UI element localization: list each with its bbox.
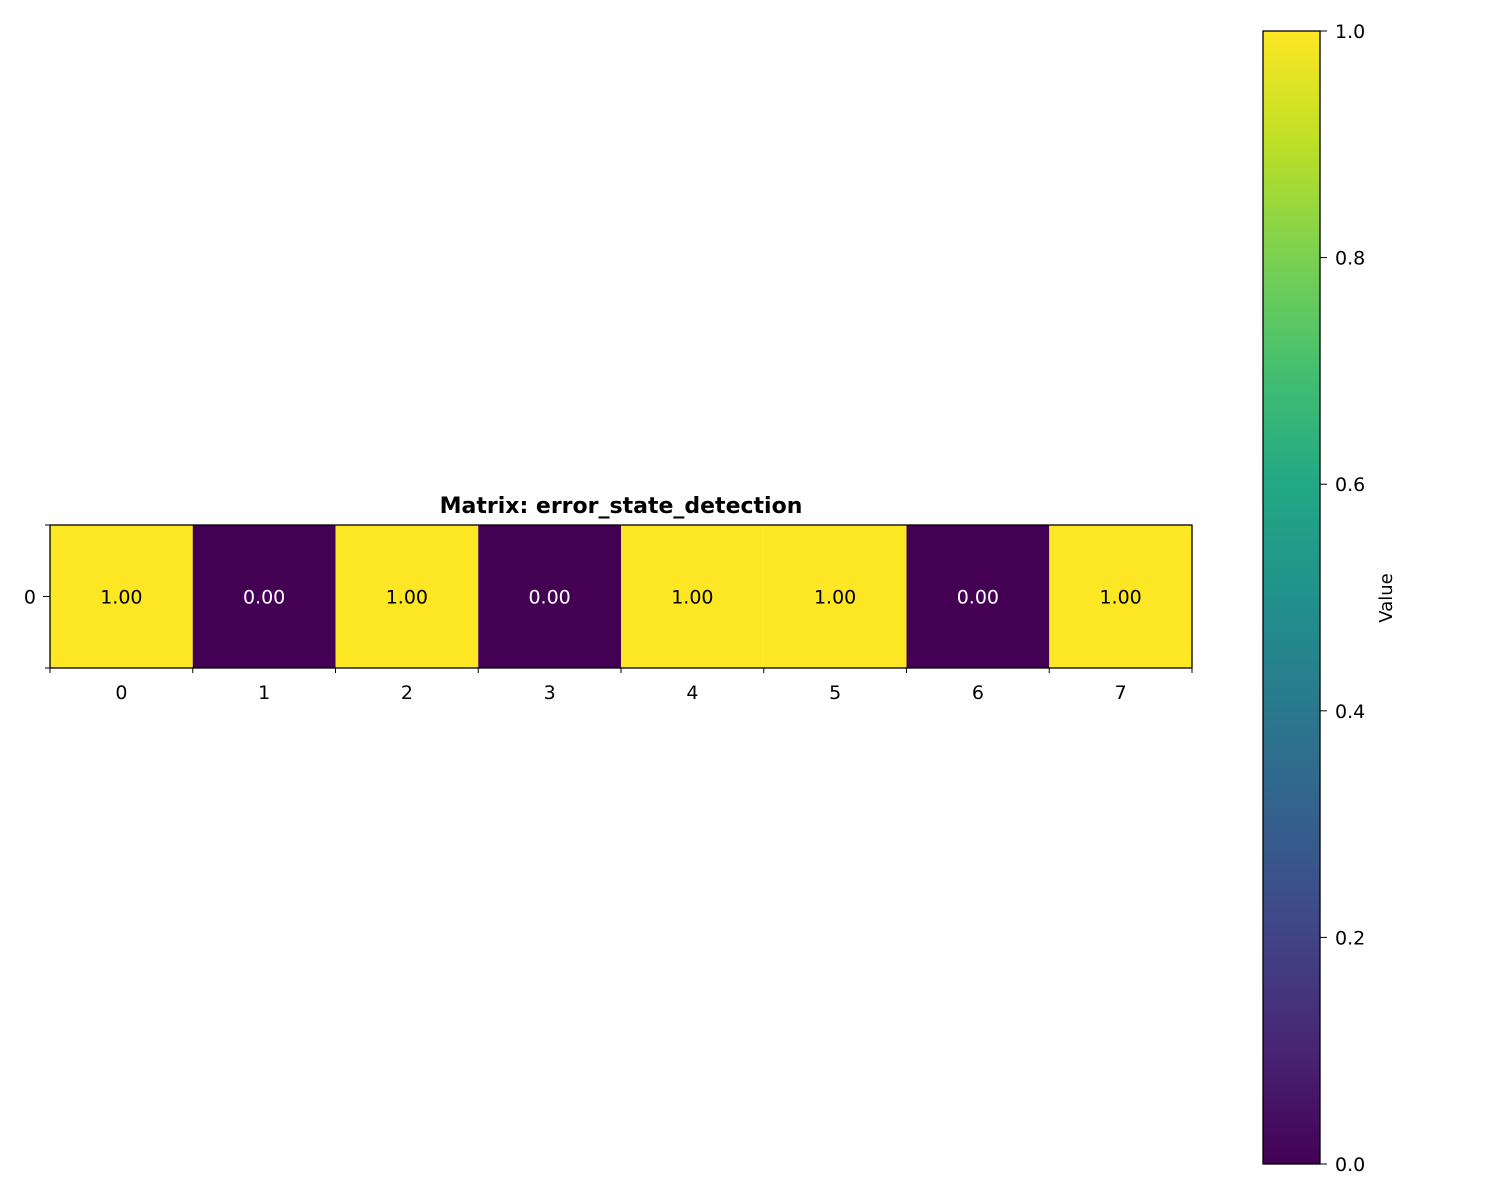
heatmap-cell-labels: 1.00 0.00 1.00 0.00 1.00 1.00 0.00 1.00: [100, 587, 1142, 609]
x-tick-label: 3: [544, 682, 556, 704]
colorbar-tick-label: 0.6: [1335, 474, 1365, 496]
heatmap-cell: [192, 525, 336, 668]
colorbar-tick-label: 1.0: [1335, 21, 1365, 43]
heatmap-cell: [1049, 525, 1192, 668]
x-tick-label: 0: [115, 682, 127, 704]
y-tick-label: 0: [24, 587, 36, 609]
colorbar-tick-label: 0.0: [1335, 1154, 1365, 1176]
x-axis: 0 1 2 3 4 5 6 7: [49, 668, 1193, 704]
x-tick-label: 7: [1115, 682, 1127, 704]
colorbar-label: Value: [1376, 573, 1397, 622]
colorbar-tick-label: 0.8: [1335, 248, 1365, 270]
x-tick-label: 5: [829, 682, 841, 704]
cell-value-label: 1.00: [1099, 587, 1141, 609]
x-tick-label: 4: [686, 682, 698, 704]
colorbar: [1262, 30, 1321, 1165]
cell-value-label: 1.00: [671, 587, 713, 609]
y-axis: 0: [24, 524, 50, 669]
cell-value-label: 1.00: [386, 587, 428, 609]
heatmap-cell: [335, 525, 479, 668]
heatmap-cell: [478, 525, 621, 668]
cell-value-label: 1.00: [100, 587, 142, 609]
colorbar-tick-label: 0.2: [1335, 927, 1365, 949]
x-tick-label: 6: [972, 682, 984, 704]
heatmap-cell: [906, 525, 1050, 668]
heatmap-cell: [763, 525, 907, 668]
x-tick-label: 2: [401, 682, 413, 704]
cell-value-label: 1.00: [814, 587, 856, 609]
cell-value-label: 0.00: [243, 587, 285, 609]
heatmap-cell: [621, 525, 764, 668]
chart-title: Matrix: error_state_detection: [440, 494, 803, 519]
heatmap-cell: [50, 525, 193, 668]
heatmap-cells: [50, 525, 1192, 668]
x-tick-label: 1: [258, 682, 270, 704]
cell-value-label: 0.00: [957, 587, 999, 609]
cell-value-label: 0.00: [528, 587, 570, 609]
colorbar-axis: 0.0 0.2 0.4 0.6 0.8 1.0: [1320, 21, 1365, 1176]
colorbar-tick-label: 0.4: [1335, 701, 1365, 723]
